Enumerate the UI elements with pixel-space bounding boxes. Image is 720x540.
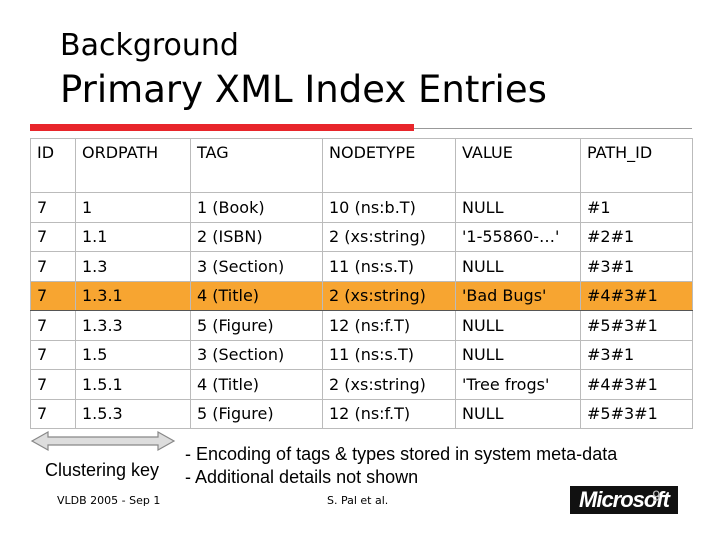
table-row: 7 1.3.3 5 (Figure) 12 (ns:f.T) NULL #5#3#1 bbox=[30, 310, 693, 341]
table-row: 7 1.1 2 (ISBN) 2 (xs:string) '1-55860-…' #2#1 bbox=[30, 221, 693, 252]
table-row: 7 1.5.1 4 (Title) 2 (xs:string) 'Tree frogs'… bbox=[30, 369, 693, 400]
table-cell: 11 (ns:s.T) bbox=[322, 339, 456, 370]
table-cell: 7 bbox=[30, 398, 76, 429]
table-cell: NULL bbox=[455, 192, 581, 223]
column-header: ID bbox=[30, 138, 76, 193]
table-cell: #2#1 bbox=[580, 221, 693, 252]
table-cell: 12 (ns:f.T) bbox=[322, 310, 456, 341]
footer-author: S. Pal et al. bbox=[327, 494, 389, 507]
table-cell: 2 (xs:string) bbox=[322, 280, 456, 311]
title: Primary XML Index Entries bbox=[60, 68, 547, 111]
title-rule bbox=[414, 128, 692, 129]
table-cell: 2 (xs:string) bbox=[322, 369, 456, 400]
table-cell: 3 (Section) bbox=[190, 251, 323, 282]
table-row: 7 1.3 3 (Section) 11 (ns:s.T) NULL #3#1 bbox=[30, 251, 693, 282]
table-row: 7 1.3.1 4 (Title) 2 (xs:string) 'Bad Bugs' #4… bbox=[30, 280, 693, 311]
table-cell: 1.5.1 bbox=[75, 369, 191, 400]
clustering-arrow bbox=[30, 430, 176, 452]
table-cell: 10 (ns:b.T) bbox=[322, 192, 456, 223]
table-cell: 7 bbox=[30, 310, 76, 341]
footer-left: VLDB 2005 - Sep 1 bbox=[57, 494, 161, 507]
table-cell: 2 (ISBN) bbox=[190, 221, 323, 252]
table-cell: 12 (ns:f.T) bbox=[322, 398, 456, 429]
table-cell: 7 bbox=[30, 280, 76, 311]
table-cell: 2 (xs:string) bbox=[322, 221, 456, 252]
column-header: ORDPATH bbox=[75, 138, 191, 193]
table-cell: 7 bbox=[30, 369, 76, 400]
subtitle: Background bbox=[60, 28, 239, 63]
table-cell: 1 (Book) bbox=[190, 192, 323, 223]
table-cell: NULL bbox=[455, 310, 581, 341]
title-underline bbox=[30, 124, 414, 131]
table-cell: #3#1 bbox=[580, 339, 693, 370]
table-cell: 7 bbox=[30, 339, 76, 370]
table-cell: 7 bbox=[30, 251, 76, 282]
table-cell: 11 (ns:s.T) bbox=[322, 251, 456, 282]
table-cell: #5#3#1 bbox=[580, 310, 693, 341]
logo: Microsoft bbox=[570, 486, 678, 514]
table-cell: 3 (Section) bbox=[190, 339, 323, 370]
table-cell: NULL bbox=[455, 398, 581, 429]
table-cell: 1.5 bbox=[75, 339, 191, 370]
table-cell: 5 (Figure) bbox=[190, 398, 323, 429]
column-header: NODETYPE bbox=[322, 138, 456, 193]
table-cell: 1.1 bbox=[75, 221, 191, 252]
table-cell: 1.3.3 bbox=[75, 310, 191, 341]
header-row: ID ORDPATH TAG NODETYPE VALUE PATH_ID bbox=[30, 138, 693, 193]
table-cell: #4#3#1 bbox=[580, 369, 693, 400]
table-cell: 1.3.1 bbox=[75, 280, 191, 311]
note: - Encoding of tags & types stored in sys… bbox=[185, 444, 618, 464]
table-cell: #1 bbox=[580, 192, 693, 223]
table-cell: 4 (Title) bbox=[190, 369, 323, 400]
table-cell: 4 (Title) bbox=[190, 280, 323, 311]
index-table: ID ORDPATH TAG NODETYPE VALUE PATH_ID 7 1 1 (Boo… bbox=[30, 138, 693, 429]
table-cell: 1.3 bbox=[75, 251, 191, 282]
table-cell: #5#3#1 bbox=[580, 398, 693, 429]
table-cell: '1-55860-…' bbox=[455, 221, 581, 252]
note: - Additional details not shown bbox=[185, 467, 419, 487]
table-row: 7 1.5 3 (Section) 11 (ns:s.T) NULL #3#1 bbox=[30, 339, 693, 370]
table-cell: 1 bbox=[75, 192, 191, 223]
table-cell: 'Tree frogs' bbox=[455, 369, 581, 400]
column-header: TAG bbox=[190, 138, 323, 193]
clustering-key-label: Clustering key bbox=[45, 460, 160, 480]
table-cell: #3#1 bbox=[580, 251, 693, 282]
column-header: VALUE bbox=[455, 138, 581, 193]
table-cell: NULL bbox=[455, 339, 581, 370]
table-cell: 'Bad Bugs' bbox=[455, 280, 581, 311]
column-header: PATH_ID bbox=[580, 138, 693, 193]
table-row: 7 1.5.3 5 (Figure) 12 (ns:f.T) NULL #5#3#1 bbox=[30, 398, 693, 429]
table-cell: 7 bbox=[30, 192, 76, 223]
table-cell: 1.5.3 bbox=[75, 398, 191, 429]
table-cell: 7 bbox=[30, 221, 76, 252]
table-cell: #4#3#1 bbox=[580, 280, 693, 311]
page-number: 9 bbox=[652, 489, 661, 505]
table-cell: NULL bbox=[455, 251, 581, 282]
table-cell: 5 (Figure) bbox=[190, 310, 323, 341]
